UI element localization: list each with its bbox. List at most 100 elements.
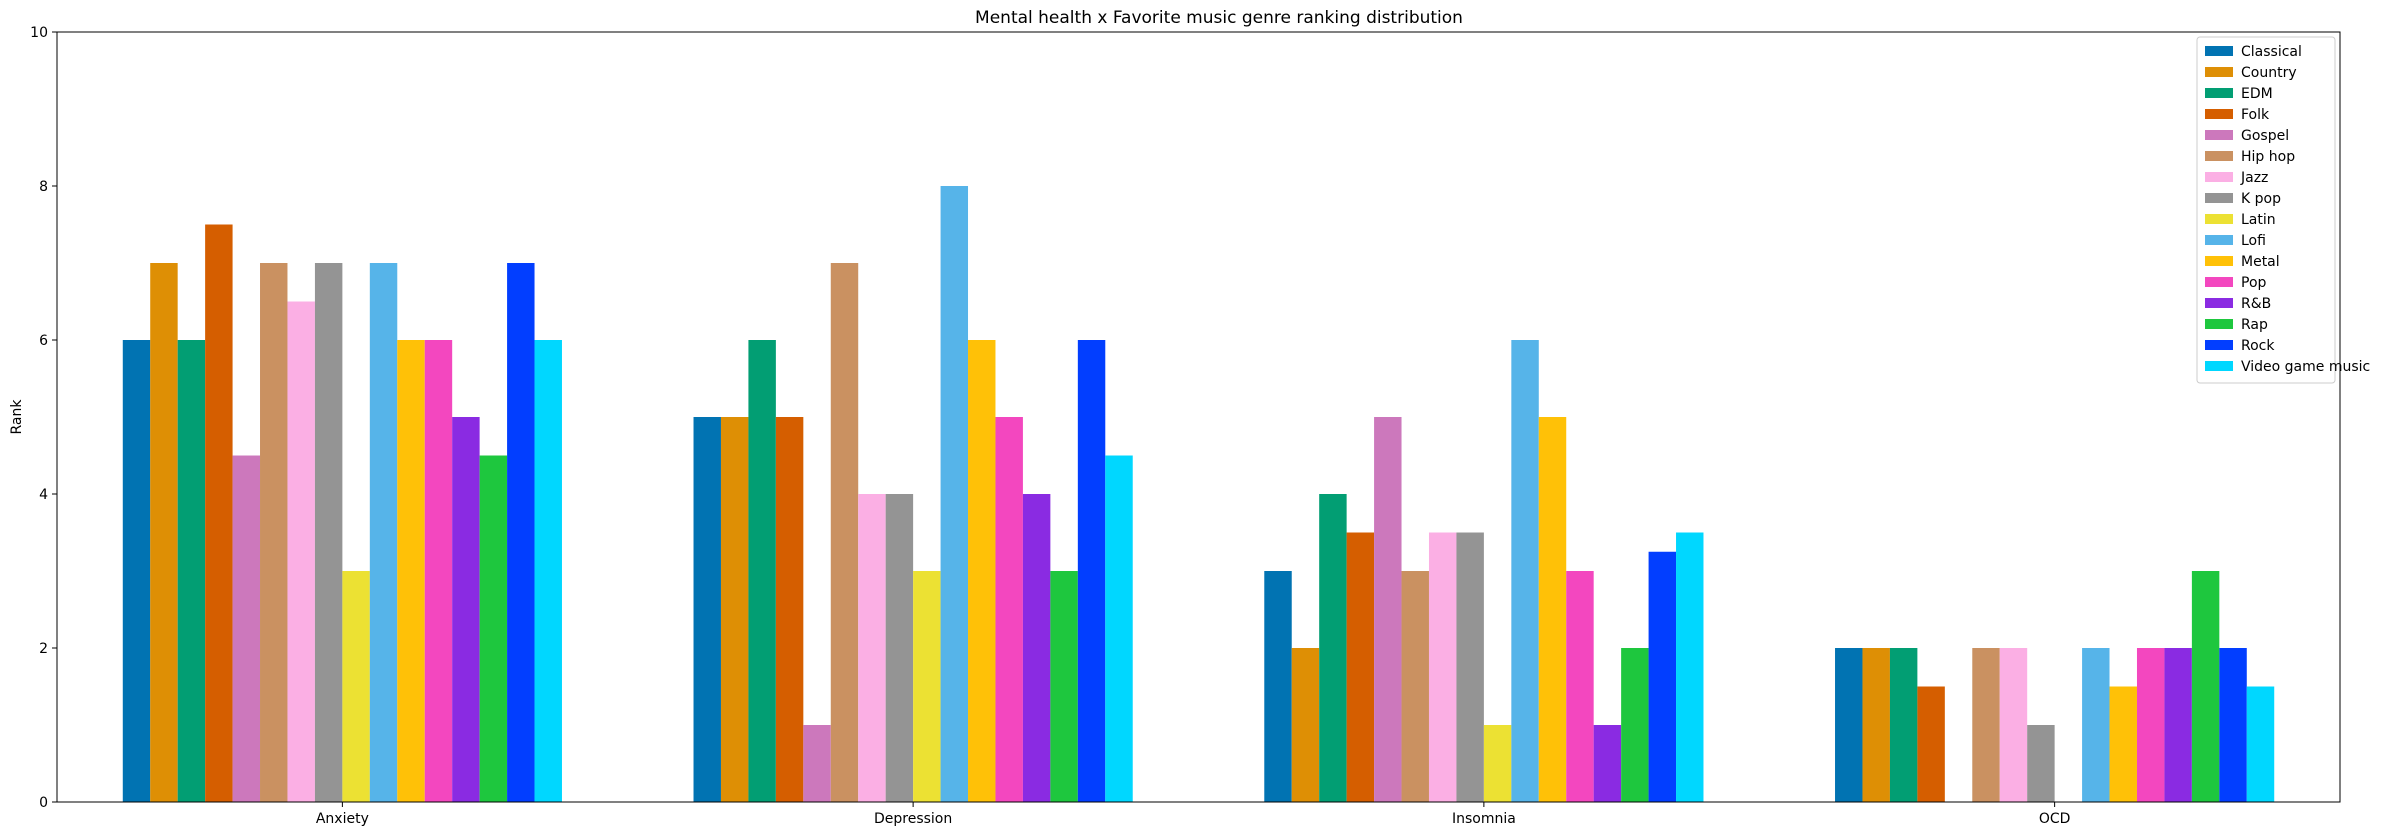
legend-swatch [2205, 172, 2233, 182]
bar-hip-hop-insomnia [1401, 571, 1429, 802]
legend-swatch [2205, 214, 2233, 224]
bar-hip-hop-ocd [1972, 648, 2000, 802]
legend-label: EDM [2241, 86, 2273, 102]
bar-video-game-music-depression [1105, 455, 1133, 802]
bar-lofi-anxiety [369, 263, 398, 802]
legend-swatch [2205, 193, 2233, 203]
legend: Classical Country EDM Folk Gospel Hip hop Jazz… [2196, 36, 2370, 384]
bar-edm-insomnia [1319, 494, 1347, 802]
bar-classical-insomnia [1264, 571, 1292, 802]
bar-pop-anxiety [424, 340, 453, 802]
bar-gospel-depression [803, 725, 831, 802]
bar-metal-ocd [2109, 686, 2137, 802]
bar-rock-anxiety [507, 263, 535, 802]
x-tick-label: OCD [2039, 811, 2071, 827]
legend-label: Rock [2241, 338, 2275, 354]
bar-video-game-music-insomnia [1676, 532, 1704, 802]
bar-edm-depression [748, 340, 776, 802]
chart-title: Mental health x Favorite music genre ran… [975, 8, 1463, 28]
bar-rap-anxiety [479, 455, 508, 802]
bars-layer [122, 186, 2275, 802]
bar-r-b-depression [1022, 494, 1051, 802]
bar-k-pop-ocd [2027, 725, 2055, 802]
bar-k-pop-anxiety [314, 263, 343, 802]
bar-lofi-depression [940, 186, 969, 802]
legend-swatch [2205, 130, 2233, 140]
y-tick-label: 6 [39, 333, 48, 349]
bar-classical-anxiety [122, 340, 151, 802]
bar-edm-ocd [1889, 648, 1918, 802]
bar-country-anxiety [150, 263, 178, 802]
bar-rock-depression [1077, 340, 1106, 802]
bar-jazz-ocd [1999, 648, 2028, 802]
bar-hip-hop-depression [830, 263, 859, 802]
legend-frame [2196, 36, 2336, 384]
bar-video-game-music-anxiety [534, 340, 562, 802]
bar-rock-insomnia [1648, 551, 1677, 802]
plot-frame [56, 31, 2341, 803]
legend-swatch [2205, 109, 2233, 119]
legend-label: Jazz [2240, 170, 2268, 186]
legend-swatch [2205, 298, 2233, 308]
legend-swatch [2205, 46, 2233, 56]
bar-edm-anxiety [177, 340, 206, 802]
bar-jazz-anxiety [287, 301, 315, 802]
bar-r-b-ocd [2164, 648, 2192, 802]
bar-video-game-music-ocd [2246, 686, 2275, 802]
y-tick-label: 10 [30, 25, 48, 41]
y-tick-label: 4 [39, 487, 48, 503]
legend-label: Country [2241, 65, 2297, 81]
bar-rock-ocd [2219, 648, 2247, 802]
legend-swatch [2205, 256, 2233, 266]
legend-label: Lofi [2241, 233, 2266, 249]
bar-gospel-insomnia [1374, 417, 1402, 802]
legend-swatch [2205, 319, 2233, 329]
bar-folk-depression [775, 417, 804, 802]
bar-folk-insomnia [1346, 532, 1375, 802]
bar-gospel-anxiety [232, 455, 261, 802]
bar-lofi-insomnia [1511, 340, 1539, 802]
bar-pop-depression [995, 417, 1023, 802]
bar-folk-ocd [1917, 686, 1945, 802]
bar-latin-insomnia [1483, 725, 1512, 802]
legend-label: R&B [2241, 296, 2271, 312]
bar-classical-ocd [1835, 648, 1863, 802]
bar-hip-hop-anxiety [260, 263, 288, 802]
bar-r-b-insomnia [1593, 725, 1622, 802]
bar-metal-insomnia [1538, 417, 1567, 802]
legend-label: Rap [2241, 317, 2268, 333]
legend-label: Folk [2241, 107, 2270, 123]
legend-label: Pop [2241, 275, 2267, 291]
bar-rap-ocd [2191, 571, 2220, 802]
bar-latin-depression [913, 571, 941, 802]
legend-swatch [2205, 235, 2233, 245]
x-tick-label: Insomnia [1452, 811, 1516, 827]
legend-swatch [2205, 277, 2233, 287]
legend-swatch [2205, 340, 2233, 350]
bar-classical-depression [693, 417, 721, 802]
legend-label: Latin [2241, 212, 2276, 228]
bar-country-insomnia [1291, 648, 1320, 802]
bar-country-depression [720, 417, 749, 802]
legend-swatch [2205, 361, 2233, 371]
bar-k-pop-insomnia [1456, 532, 1484, 802]
bar-rap-depression [1050, 571, 1078, 802]
x-tick-label: Anxiety [316, 811, 369, 827]
bar-lofi-ocd [2082, 648, 2110, 802]
x-tick-label: Depression [874, 811, 952, 827]
legend-label: Classical [2241, 44, 2302, 60]
bar-metal-anxiety [397, 340, 425, 802]
y-tick-label: 8 [39, 179, 48, 195]
y-tick-label: 2 [39, 641, 48, 657]
legend-label: Gospel [2241, 128, 2289, 144]
bar-folk-anxiety [205, 224, 233, 802]
axes-layer: 0 2 4 6 8 10 Anxiety Depression Insomnia OCD [30, 25, 2341, 827]
legend-label: Metal [2241, 254, 2280, 270]
bar-country-ocd [1862, 648, 1890, 802]
legend-swatch [2205, 151, 2233, 161]
bar-jazz-depression [858, 494, 886, 802]
bar-pop-insomnia [1566, 571, 1594, 802]
bar-rap-insomnia [1621, 648, 1649, 802]
legend-swatch [2205, 67, 2233, 77]
